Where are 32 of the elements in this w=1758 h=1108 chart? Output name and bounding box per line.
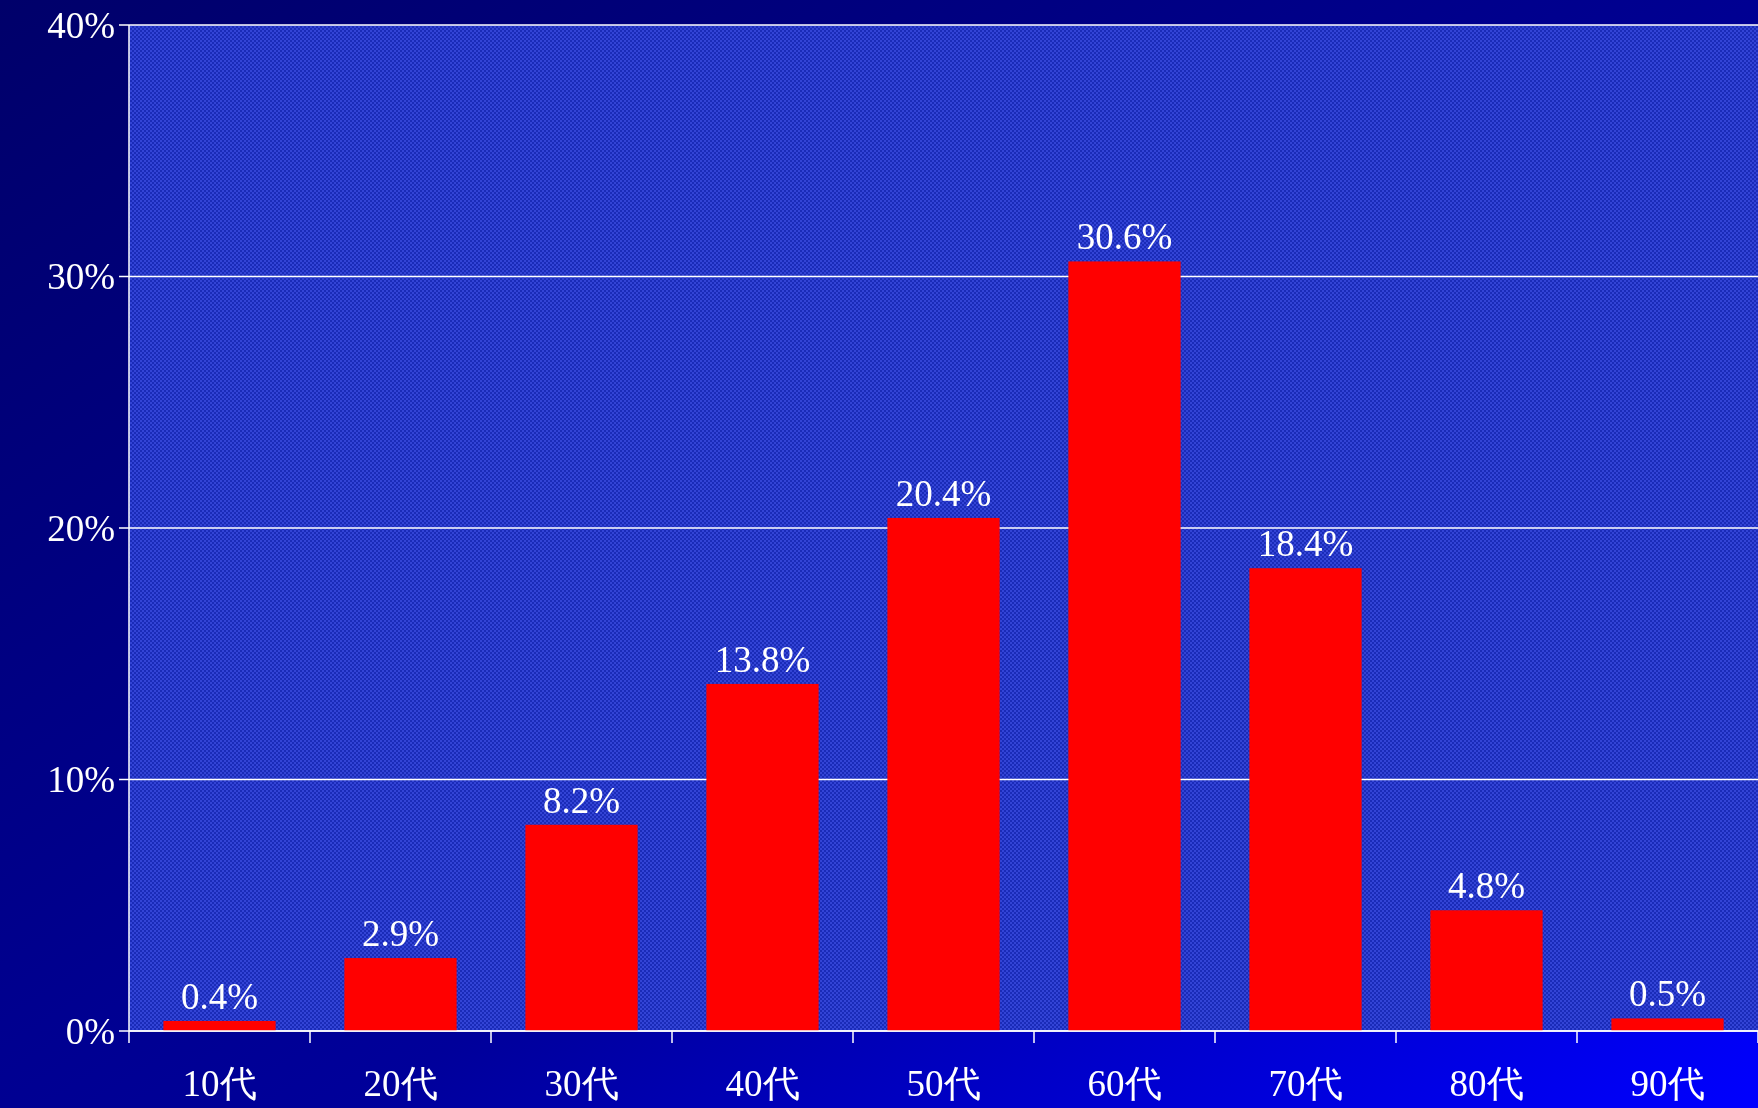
x-tick-label: 90代 [1630, 1063, 1705, 1104]
bar [1249, 568, 1362, 1031]
bar [163, 1020, 276, 1031]
data-label: 4.8% [1447, 865, 1526, 907]
y-tick-label: 10% [47, 759, 115, 801]
x-tick-label: 80代 [1449, 1063, 1524, 1104]
bar [1068, 261, 1181, 1031]
data-label: 13.8% [714, 638, 811, 680]
data-label: 0.4% [180, 975, 259, 1017]
data-label: 0.5% [1628, 973, 1707, 1015]
x-tick-label: 50代 [906, 1063, 981, 1104]
data-label: 8.2% [542, 779, 621, 821]
bar [1430, 910, 1543, 1031]
bar [525, 824, 638, 1031]
x-tick-label: 70代 [1268, 1063, 1343, 1104]
data-label: 18.4% [1257, 523, 1354, 565]
x-tick-label: 60代 [1087, 1063, 1162, 1104]
bar [344, 958, 457, 1031]
data-label: 30.6% [1076, 216, 1173, 258]
data-label: 2.9% [361, 913, 440, 955]
data-label: 20.4% [895, 472, 992, 514]
y-tick-label: 40% [47, 4, 115, 46]
y-tick-label: 20% [47, 507, 115, 549]
bar [887, 517, 1000, 1031]
x-tick-label: 30代 [544, 1063, 619, 1104]
x-tick-label: 40代 [725, 1063, 800, 1104]
bar [706, 683, 819, 1031]
x-tick-label: 10代 [182, 1063, 257, 1104]
bar [1611, 1018, 1724, 1031]
y-tick-label: 30% [47, 256, 115, 298]
y-tick-label: 0% [65, 1010, 115, 1052]
x-tick-label: 20代 [363, 1063, 438, 1104]
